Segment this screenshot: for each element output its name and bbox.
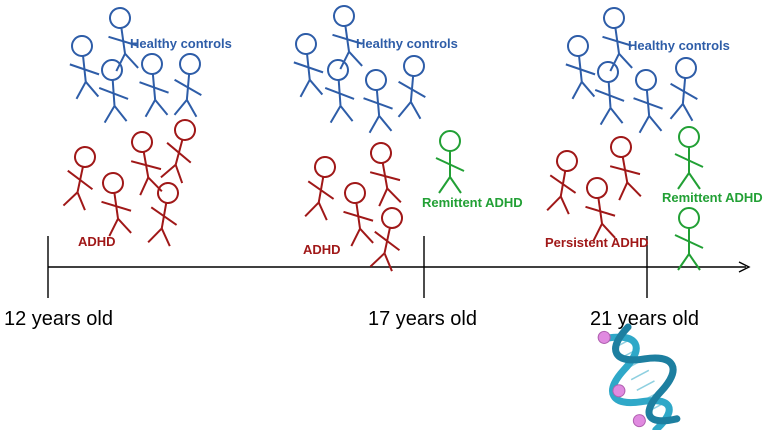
stick-figure-icon — [562, 33, 599, 101]
stick-figure-icon — [366, 204, 409, 273]
remittent-adhd-label-21: Remittent ADHD — [662, 190, 763, 205]
timeline-axis — [47, 236, 751, 298]
stick-figure-icon — [59, 143, 102, 212]
stick-figure-icon — [338, 180, 378, 248]
adhd-group-12 — [59, 115, 203, 248]
stick-figure-icon — [394, 53, 430, 121]
age-label-21: 21 years old — [590, 308, 699, 330]
adhd-label-17: ADHD — [303, 242, 341, 257]
stick-figure-icon — [125, 128, 166, 197]
dna-helix-icon — [597, 323, 681, 430]
age-label-17: 17 years old — [368, 308, 477, 330]
adhd-label-12: ADHD — [78, 234, 116, 249]
stick-figure-icon — [592, 60, 627, 126]
stick-figure-icon — [360, 67, 396, 135]
healthy-group-12 — [66, 5, 206, 124]
stick-figure-icon — [674, 126, 704, 190]
stick-figure-icon — [66, 33, 103, 101]
stick-figure-icon — [543, 147, 584, 216]
stick-figure-icon — [666, 55, 702, 123]
healthy-group-21 — [562, 5, 702, 135]
healthy-controls-label-12: Healthy controls — [130, 36, 232, 51]
healthy-group-17 — [290, 3, 430, 135]
stick-figure-icon — [322, 58, 357, 124]
remittent-adhd-label-17: Remittent ADHD — [422, 195, 523, 210]
stick-figure-icon — [157, 115, 203, 185]
arrow-right-icon — [738, 261, 751, 273]
stick-figure-icon — [301, 153, 342, 222]
stick-figure-icon — [96, 170, 136, 238]
healthy-controls-label-21: Healthy controls — [628, 38, 730, 53]
stick-figure-icon — [144, 179, 185, 248]
stick-figure-icon — [136, 51, 172, 119]
stick-figure-icon — [96, 58, 131, 124]
stick-figure-icon — [674, 207, 704, 271]
persistent-group-21 — [543, 133, 645, 243]
stick-figure-icon — [170, 51, 206, 119]
persistent-adhd-label-21: Persistent ADHD — [545, 235, 649, 250]
remittent-group-17 — [435, 130, 465, 194]
stick-figure-icon — [630, 67, 666, 135]
stick-figure-icon — [290, 31, 327, 99]
stick-figure-icon — [364, 139, 405, 208]
stick-figure-icon — [435, 130, 465, 194]
stick-figure-icon — [580, 175, 620, 243]
stick-figure-icon — [604, 133, 645, 202]
healthy-controls-label-17: Healthy controls — [356, 36, 458, 51]
age-label-12: 12 years old — [4, 308, 113, 330]
